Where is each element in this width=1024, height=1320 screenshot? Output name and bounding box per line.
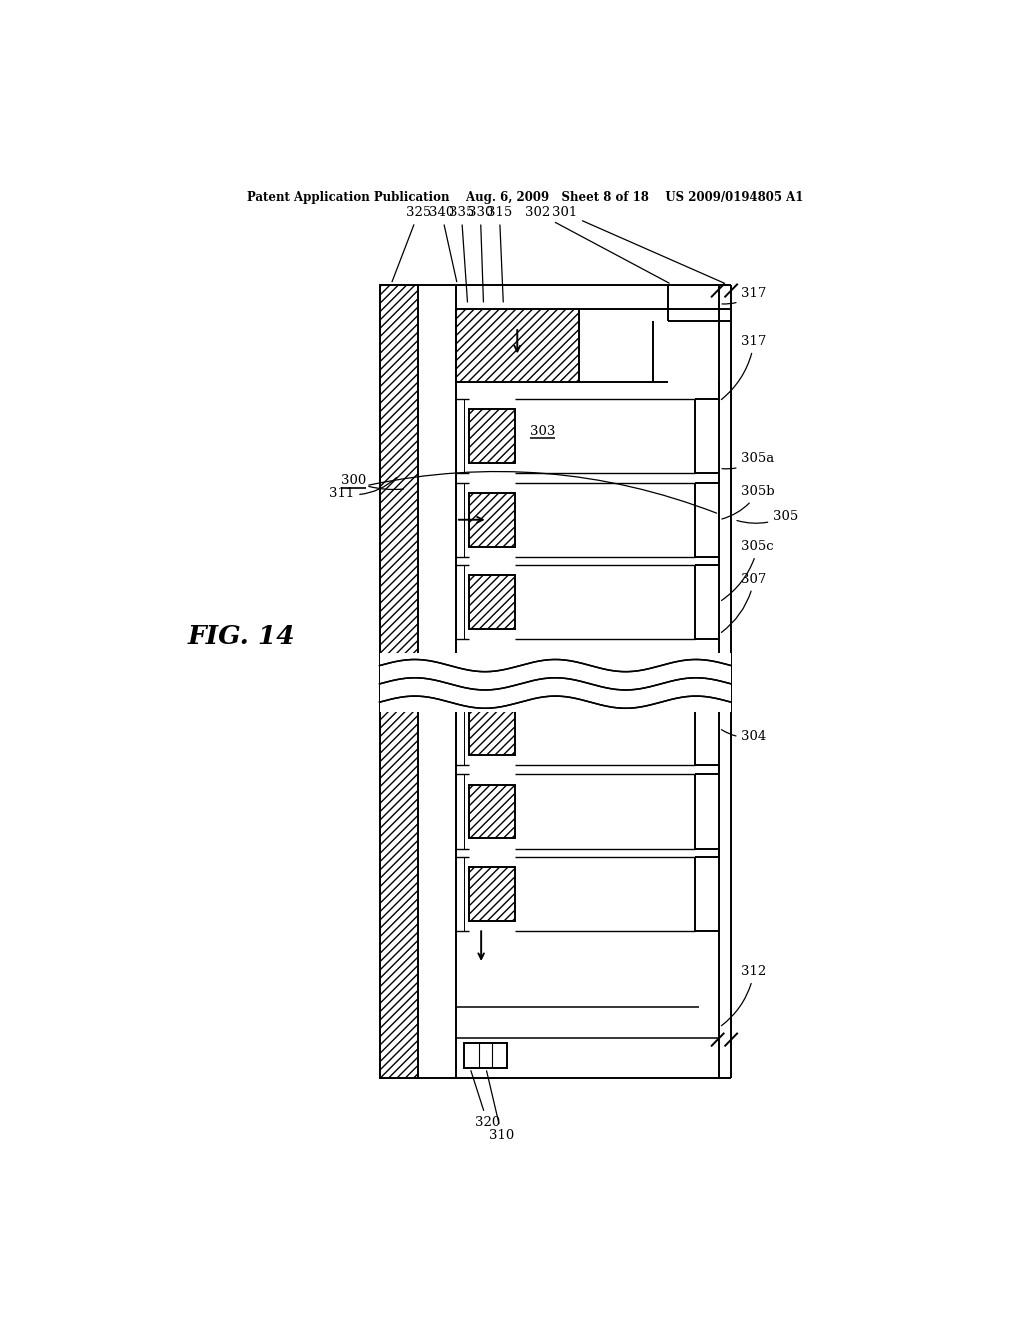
Text: Patent Application Publication    Aug. 6, 2009   Sheet 8 of 18    US 2009/019480: Patent Application Publication Aug. 6, 2… <box>247 190 803 203</box>
Text: 315: 315 <box>486 206 512 302</box>
Bar <box>469 492 515 546</box>
Text: 312: 312 <box>722 965 767 1026</box>
Text: 305a: 305a <box>722 451 775 469</box>
Bar <box>380 653 731 713</box>
Text: 325: 325 <box>392 206 431 282</box>
Bar <box>469 867 515 921</box>
Text: 304: 304 <box>722 730 767 743</box>
Text: 335: 335 <box>449 206 474 302</box>
Text: 320: 320 <box>471 1071 500 1129</box>
Bar <box>469 784 515 838</box>
Text: FIG. 14: FIG. 14 <box>187 623 295 648</box>
Bar <box>380 285 731 1078</box>
Text: 305c: 305c <box>722 540 774 601</box>
Text: 305: 305 <box>737 510 799 523</box>
Text: 301: 301 <box>552 206 725 284</box>
Text: 307: 307 <box>722 573 767 632</box>
Text: 317: 317 <box>722 286 767 304</box>
Text: 330: 330 <box>468 206 493 302</box>
Bar <box>469 409 515 463</box>
Bar <box>469 576 515 630</box>
Text: 340: 340 <box>429 206 457 281</box>
Bar <box>469 701 515 755</box>
Text: 317: 317 <box>721 335 767 400</box>
Bar <box>380 285 418 1078</box>
Text: 310: 310 <box>486 1071 514 1142</box>
Bar <box>456 309 579 381</box>
Text: 300: 300 <box>341 474 366 487</box>
Text: 303: 303 <box>529 425 555 438</box>
Text: 305b: 305b <box>722 486 775 519</box>
Text: 311: 311 <box>329 478 396 500</box>
Text: 302: 302 <box>525 206 669 282</box>
Bar <box>464 1043 507 1068</box>
